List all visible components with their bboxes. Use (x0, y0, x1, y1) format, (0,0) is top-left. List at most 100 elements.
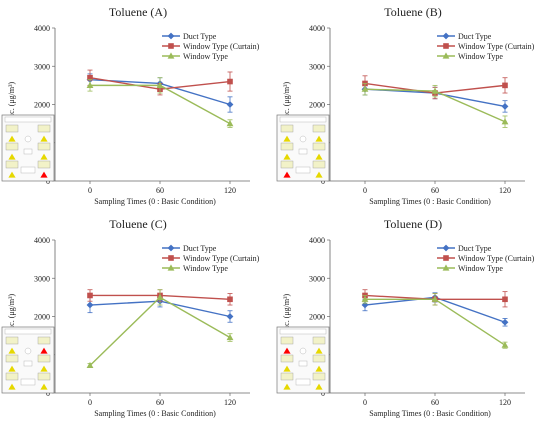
x-tick-label: 60 (156, 186, 164, 195)
inset-marker-icon (40, 347, 48, 354)
legend-marker (442, 244, 450, 252)
inset-fixture-icon (23, 148, 33, 155)
inset-fixture-icon (299, 135, 307, 143)
x-tick-label: 120 (224, 398, 236, 407)
legend-marker (167, 52, 175, 59)
legend-marker (442, 52, 450, 59)
inset-cell (280, 124, 294, 133)
inset-cell (5, 372, 19, 381)
chart-title: Toluene (A) (109, 5, 167, 19)
x-tick-label: 120 (224, 186, 236, 195)
inset-header (279, 328, 327, 335)
data-point (156, 81, 164, 88)
inset-marker-icon (315, 365, 323, 372)
inset-header (4, 116, 52, 123)
data-point (226, 101, 234, 108)
x-axis-title: Sampling Times (0 : Basic Condition) (369, 409, 491, 418)
inset-marker-icon (8, 365, 16, 372)
inset-cell (280, 354, 294, 363)
chart-panel-b: Toluene (B)01000200030004000060120Sampli… (275, 0, 550, 212)
inset-marker-icon (40, 171, 48, 178)
data-point (226, 333, 234, 341)
inset-marker-icon (315, 153, 323, 160)
x-tick-label: 0 (88, 398, 92, 407)
y-tick-label: 4000 (309, 236, 325, 245)
legend-label: Window Type (458, 264, 503, 273)
inset-marker-icon (8, 383, 16, 390)
inset-cell (5, 354, 19, 363)
inset-cell (5, 124, 19, 133)
series-3 (361, 83, 509, 128)
y-tick-label: 2000 (309, 313, 325, 322)
x-tick-label: 120 (499, 398, 511, 407)
inset-label-box (20, 166, 36, 174)
data-point (501, 103, 509, 110)
y-tick-label: 0 (46, 177, 50, 186)
data-point (361, 295, 369, 302)
y-tick-label: 3000 (34, 62, 50, 71)
inset-marker-icon (283, 135, 291, 142)
legend-label: Window Type (Curtain) (458, 42, 535, 51)
legend-marker (168, 43, 174, 49)
y-tick-label: 0 (46, 389, 50, 398)
data-point (156, 293, 164, 300)
legend-label: Window Type (183, 264, 228, 273)
layout-inset (1, 114, 55, 182)
inset-marker-icon (315, 135, 323, 142)
inset-cell (37, 160, 51, 169)
inset-fixture-icon (23, 360, 33, 367)
inset-cell (312, 124, 326, 133)
legend-marker (167, 264, 175, 271)
layout-inset (276, 114, 330, 182)
data-point (502, 82, 508, 89)
inset-cell (280, 336, 294, 345)
y-tick-label: 4000 (34, 236, 50, 245)
inset-cell (37, 354, 51, 363)
layout-inset (276, 326, 330, 394)
data-point (431, 295, 439, 302)
inset-cell (37, 142, 51, 151)
inset-header (4, 328, 52, 335)
inset-marker-icon (283, 365, 291, 372)
y-tick-label: 2000 (34, 313, 50, 322)
x-tick-label: 0 (88, 186, 92, 195)
legend-label: Duct Type (183, 32, 217, 41)
series-line (365, 298, 506, 346)
legend-marker (167, 32, 175, 40)
x-tick-label: 0 (363, 186, 367, 195)
x-tick-label: 120 (499, 186, 511, 195)
inset-marker-icon (283, 383, 291, 390)
inset-label-box (295, 166, 311, 174)
data-point (361, 85, 369, 92)
inset-cell (280, 142, 294, 151)
inset-marker-icon (283, 171, 291, 178)
inset-fixture-icon (298, 360, 308, 367)
inset-label-box (295, 378, 311, 386)
y-axis-title: Conc. (μg/m³) (7, 293, 16, 339)
inset-marker-icon (283, 347, 291, 354)
inset-cell (312, 372, 326, 381)
y-tick-label: 2000 (309, 101, 325, 110)
y-tick-label: 3000 (309, 62, 325, 71)
inset-header (279, 116, 327, 123)
chart-b-svg: Toluene (B)01000200030004000060120Sampli… (276, 5, 535, 206)
legend-marker (442, 32, 450, 40)
inset-marker-icon (315, 347, 323, 354)
y-tick-label: 0 (321, 389, 325, 398)
legend-label: Window Type (Curtain) (458, 254, 535, 263)
inset-cell (280, 372, 294, 381)
inset-marker-icon (8, 153, 16, 160)
inset-cell (312, 336, 326, 345)
chart-d-svg: Toluene (D)01000200030004000060120Sampli… (276, 217, 535, 418)
inset-cell (37, 336, 51, 345)
inset-marker-icon (40, 365, 48, 372)
legend-label: Duct Type (183, 244, 217, 253)
inset-cell (5, 142, 19, 151)
series-3 (86, 289, 234, 369)
inset-label-box (20, 378, 36, 386)
legend-label: Window Type (458, 52, 503, 61)
inset-marker-icon (283, 153, 291, 160)
